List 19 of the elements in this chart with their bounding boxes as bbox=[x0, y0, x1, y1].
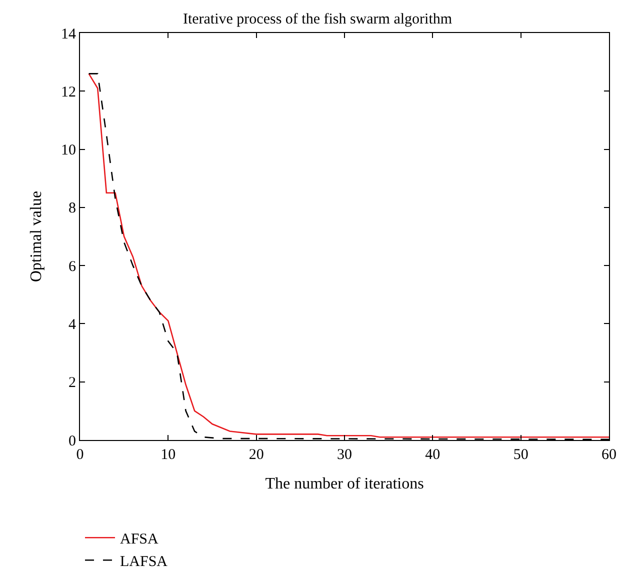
y-axis-title: Optimal value bbox=[28, 190, 45, 282]
chart-title: Iterative process of the fish swarm algorithm bbox=[182, 11, 452, 28]
legend-label: LAFSA bbox=[120, 554, 168, 570]
y-tick-label: 14 bbox=[61, 26, 76, 42]
y-tick-label: 8 bbox=[68, 200, 76, 217]
y-tick-label: 4 bbox=[68, 316, 76, 333]
x-tick-label: 20 bbox=[248, 447, 264, 463]
y-tick-label: 2 bbox=[68, 375, 76, 392]
x-tick-label: 50 bbox=[513, 447, 528, 463]
y-tick-label: 10 bbox=[61, 142, 76, 159]
x-axis-title: The number of iterations bbox=[265, 476, 424, 493]
x-tick-label: 10 bbox=[160, 447, 176, 463]
x-tick-label: 60 bbox=[602, 447, 616, 463]
legend-label: AFSA bbox=[120, 532, 159, 548]
x-tick-label: 40 bbox=[425, 447, 440, 463]
x-tick-label: 30 bbox=[337, 447, 352, 463]
y-tick-label: 6 bbox=[68, 258, 76, 275]
y-tick-label: 0 bbox=[68, 433, 76, 450]
y-tick-label: 12 bbox=[61, 84, 76, 100]
